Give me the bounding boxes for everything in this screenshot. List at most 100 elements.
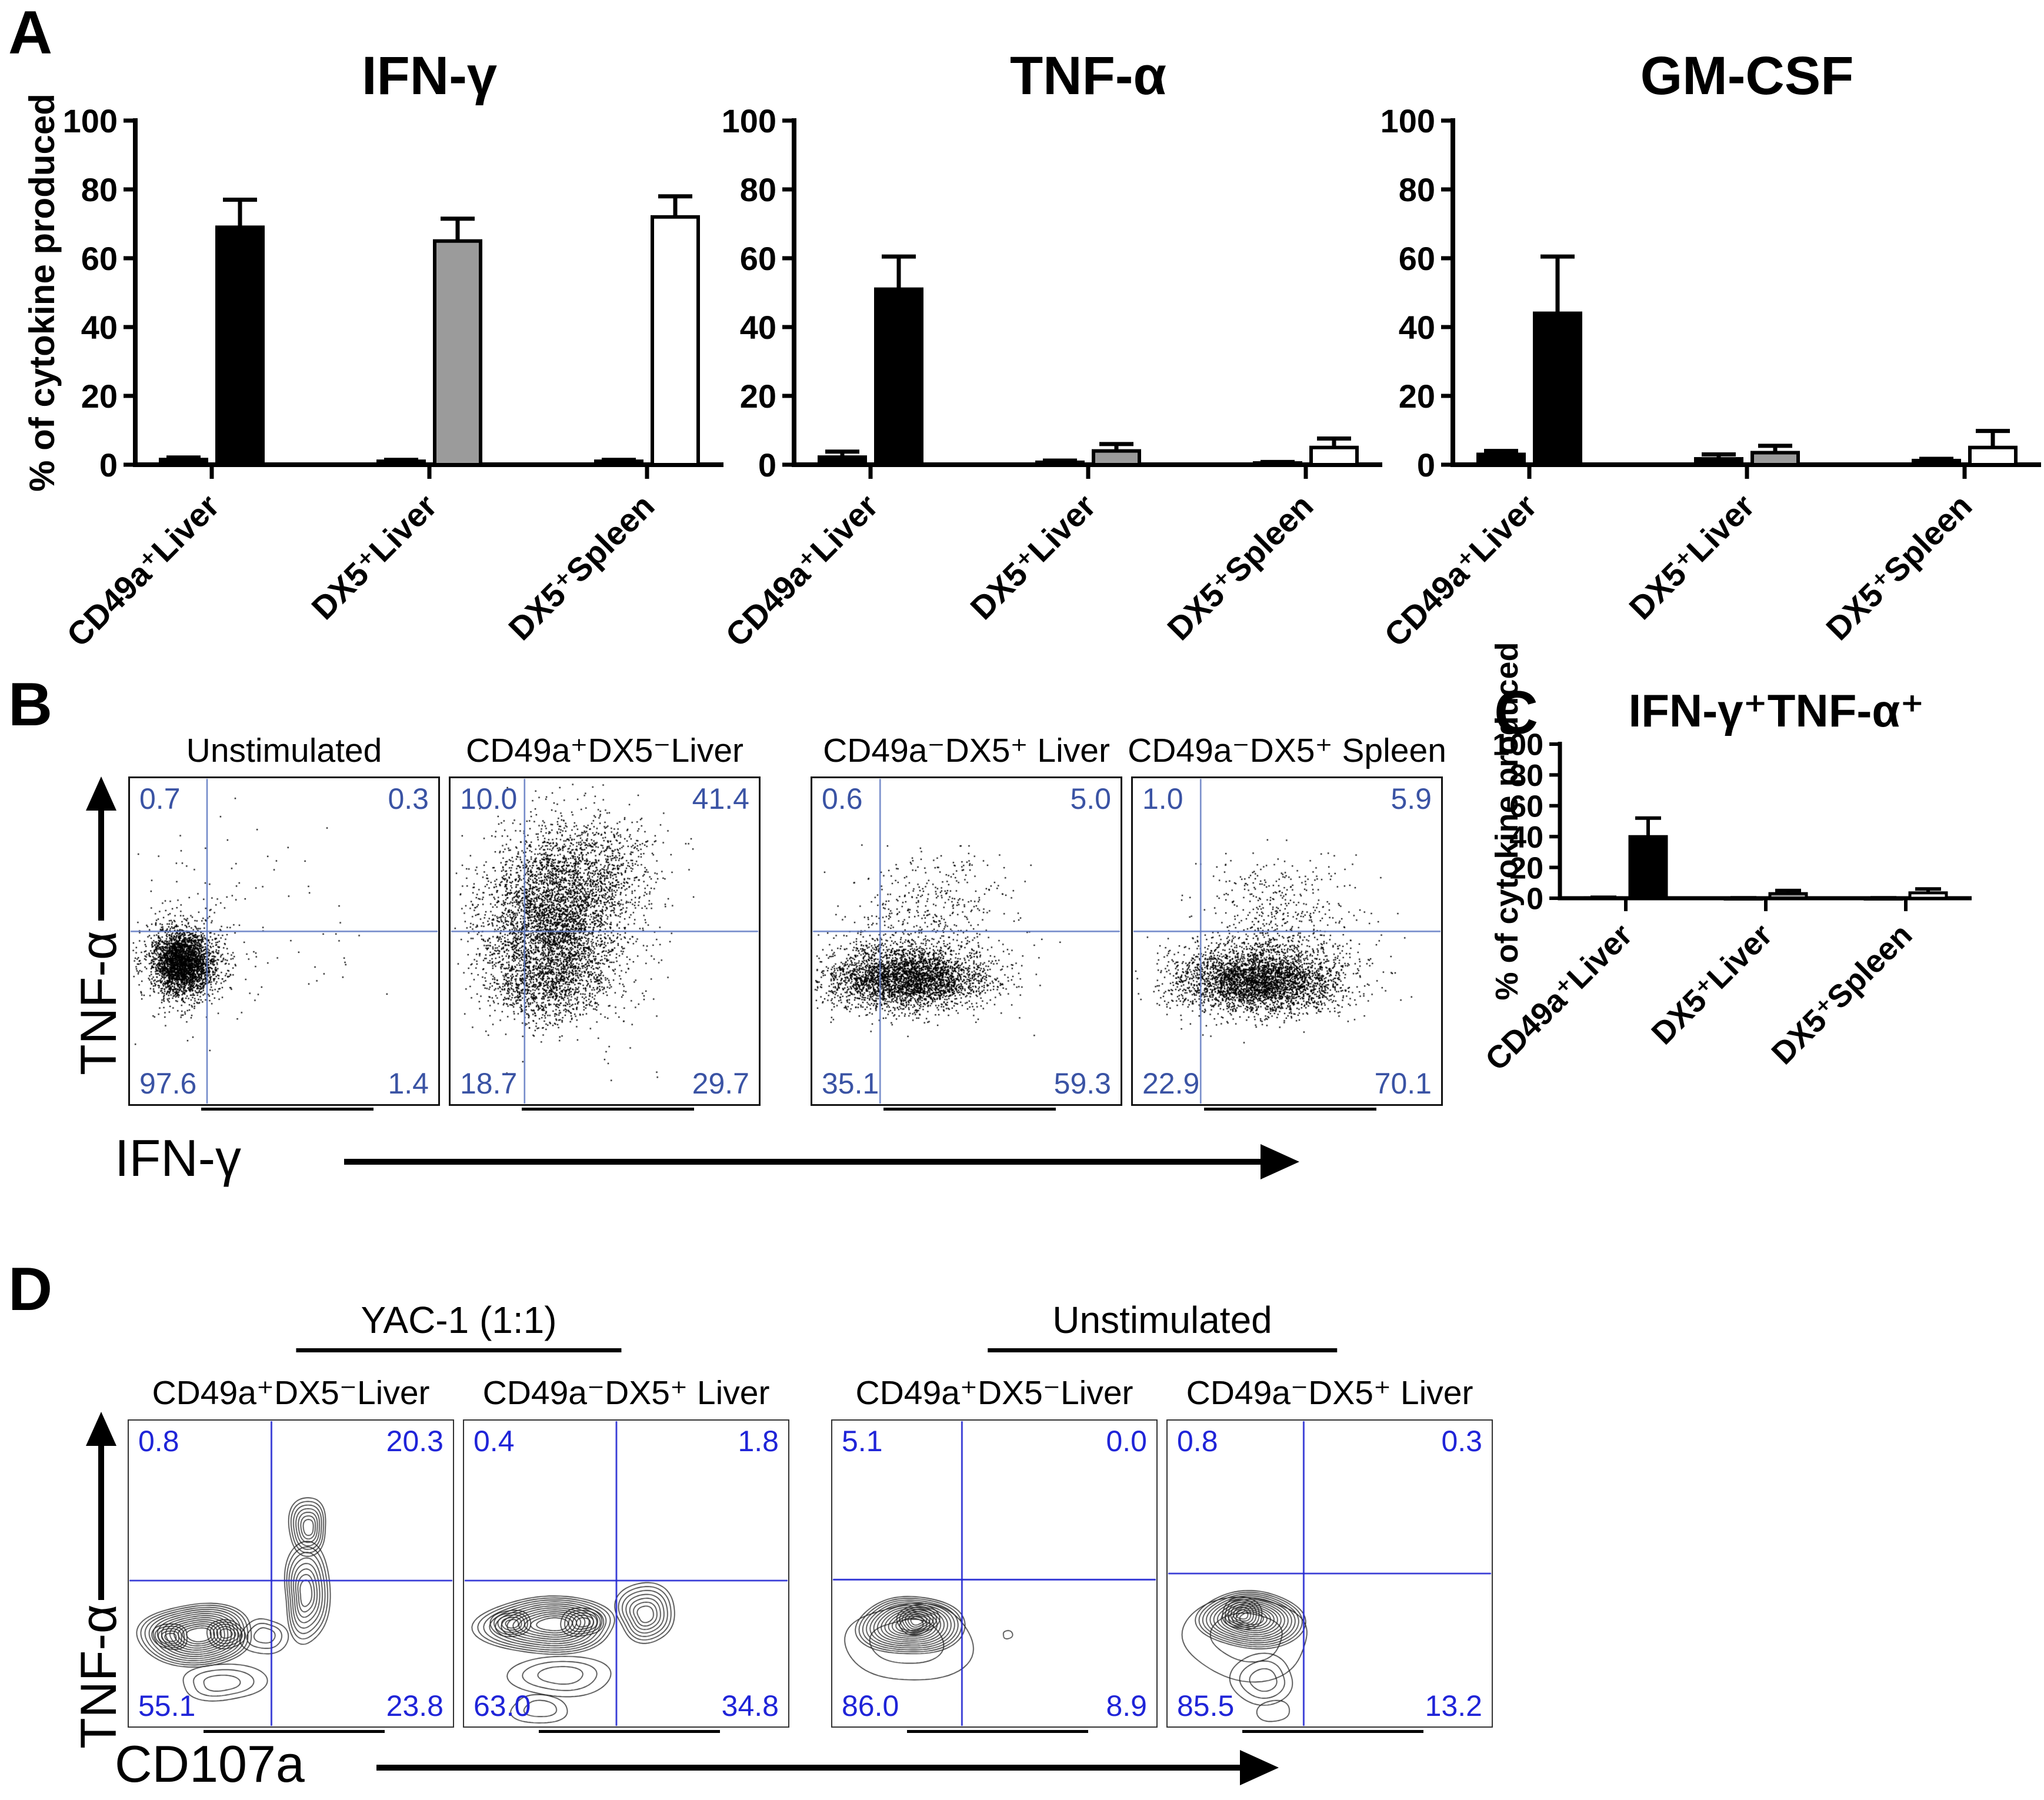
plot-axis-stub: [906, 1730, 1089, 1733]
flow-plot-canvas: [451, 778, 759, 1104]
bar-chart-tnf-alpha: TNF-α 0 20 40 60 80 100 CD49a⁺Liver DX5⁺Liver DX5…: [718, 46, 1382, 654]
flow-plot-b-cd49a-pos-liver: CD49a⁺DX5⁻Liver 10.0 41.4 18.7 29.7: [449, 733, 761, 1111]
svg-text:40: 40: [81, 309, 118, 346]
quadrant-value-lower-left: 86.0: [842, 1689, 899, 1722]
quadrant-value-upper-right: 1.8: [738, 1425, 779, 1458]
quadrant-value-upper-left: 0.8: [1177, 1425, 1218, 1458]
quadrant-value-lower-left: 63.0: [474, 1689, 531, 1722]
svg-text:20: 20: [740, 378, 776, 415]
svg-text:80: 80: [81, 171, 118, 208]
flow-plot-canvas: [464, 1421, 788, 1726]
svg-text:DX5⁺Spleen: DX5⁺Spleen: [1819, 487, 1979, 647]
flow-plot-b-dx5-pos-spleen: CD49a⁻DX5⁺ Spleen 1.0 5.9 22.9 70.1: [1128, 733, 1446, 1111]
svg-text:0: 0: [1526, 882, 1543, 916]
quadrant-value-upper-right: 0.0: [1106, 1425, 1147, 1458]
quadrant-value-lower-right: 23.8: [386, 1689, 444, 1722]
bar-chart-ifng-tnfa-double-positive: IFN-γ⁺TNF-α⁺ % of cytokine produced 020406…: [1479, 642, 1972, 1078]
quadrant-value-upper-right: 5.0: [1070, 782, 1111, 815]
quadrant-value-lower-right: 1.4: [388, 1067, 429, 1100]
flow-plot-d-yac1-cd49a-liver: CD49a⁺DX5⁻Liver 0.8 20.3 55.1 23.8: [128, 1375, 454, 1733]
quadrant-value-upper-right: 0.3: [1441, 1425, 1482, 1458]
flow-plot-canvas: [1133, 778, 1441, 1104]
plot-axis-stub: [203, 1730, 385, 1733]
quadrant-value-upper-left: 10.0: [460, 782, 518, 815]
svg-text:CD49a⁺Liver: CD49a⁺Liver: [718, 487, 885, 654]
bar-chart-ifn-gamma: IFN-γ % of cytokine produced 0 20 40 60 80 100 C…: [22, 46, 723, 654]
d-y-axis-arrow-icon: [86, 1412, 116, 1600]
plot-axis-stub: [521, 1108, 694, 1111]
quadrant-value-lower-right: 34.8: [721, 1689, 779, 1722]
plot-axis-stub: [201, 1108, 374, 1111]
flow-plot-d-yac1-dx5-liver: CD49a⁻DX5⁺ Liver 0.4 1.8 63.0 34.8: [463, 1375, 789, 1733]
quadrant-value-lower-right: 29.7: [692, 1067, 749, 1100]
flow-plot-title: CD49a⁺DX5⁻Liver: [465, 732, 744, 770]
flow-plot-d-unstim-cd49a-liver: CD49a⁺DX5⁻Liver 5.1 0.0 86.0 8.9: [831, 1375, 1158, 1733]
svg-text:0: 0: [99, 446, 118, 484]
flow-plot-title: CD49a⁻DX5⁺ Liver: [823, 732, 1110, 770]
panel-c-label: C: [1494, 679, 1539, 747]
svg-text:0: 0: [1417, 446, 1435, 484]
svg-text:40: 40: [740, 309, 776, 346]
svg-text:20: 20: [1509, 851, 1543, 885]
quadrant-value-upper-right: 0.3: [388, 782, 429, 815]
quadrant-value-lower-left: 55.1: [138, 1689, 196, 1722]
quadrant-value-upper-left: 1.0: [1142, 782, 1183, 815]
b-x-axis-label: IFN-γ: [115, 1129, 242, 1187]
svg-text:% of cytokine produced: % of cytokine produced: [22, 94, 62, 492]
quadrant-value-lower-right: 8.9: [1106, 1689, 1147, 1722]
svg-text:80: 80: [740, 171, 776, 208]
b-y-axis-label: TNF-α: [71, 931, 127, 1075]
flow-plot-canvas: [832, 1421, 1156, 1726]
svg-text:DX5⁺Liver: DX5⁺Liver: [1645, 917, 1779, 1051]
svg-text:DX5⁺Spleen: DX5⁺Spleen: [1160, 487, 1320, 647]
quadrant-value-lower-left: 22.9: [1142, 1067, 1200, 1100]
svg-text:40: 40: [1399, 309, 1435, 346]
d-x-axis-label: CD107a: [115, 1735, 305, 1793]
quadrant-value-upper-left: 5.1: [842, 1425, 883, 1458]
d-x-axis-arrow-icon: [376, 1750, 1279, 1785]
quadrant-value-lower-left: 97.6: [139, 1067, 197, 1100]
quadrant-value-upper-left: 0.7: [139, 782, 181, 815]
svg-text:CD49a⁺Liver: CD49a⁺Liver: [59, 487, 226, 654]
d-y-axis-label: TNF-α: [71, 1604, 127, 1749]
svg-text:0: 0: [758, 446, 776, 484]
svg-text:100: 100: [722, 102, 776, 139]
b-x-axis-arrow-icon: [344, 1144, 1299, 1179]
svg-text:80: 80: [1509, 759, 1543, 793]
svg-text:CD49a⁺Liver: CD49a⁺Liver: [1377, 487, 1543, 654]
svg-text:40: 40: [1509, 821, 1543, 855]
flow-plot-canvas: [1168, 1421, 1492, 1726]
svg-text:60: 60: [81, 240, 118, 277]
flow-plot-d-unstim-dx5-liver: CD49a⁻DX5⁺ Liver 0.8 0.3 85.5 13.2: [1166, 1375, 1493, 1733]
flow-plot-title: CD49a⁻DX5⁺ Spleen: [1128, 732, 1446, 770]
quadrant-value-lower-left: 18.7: [460, 1067, 518, 1100]
svg-text:60: 60: [1509, 790, 1543, 824]
plot-axis-stub: [1242, 1730, 1424, 1733]
quadrant-value-lower-left: 35.1: [822, 1067, 879, 1100]
plot-axis-stub: [1203, 1108, 1376, 1111]
quadrant-value-lower-left: 85.5: [1177, 1689, 1235, 1722]
quadrant-value-upper-right: 5.9: [1391, 782, 1432, 815]
svg-text:GM-CSF: GM-CSF: [1640, 46, 1854, 106]
svg-text:% of cytokine produced: % of cytokine produced: [1489, 642, 1525, 1000]
flow-plot-title: CD49a⁻DX5⁺ Liver: [1186, 1374, 1473, 1412]
svg-text:100: 100: [1381, 102, 1435, 139]
flow-plot-canvas: [130, 778, 438, 1104]
svg-text:DX5⁺Spleen: DX5⁺Spleen: [1765, 917, 1919, 1071]
flow-plot-title: CD49a⁺DX5⁻Liver: [855, 1374, 1133, 1412]
plot-axis-stub: [883, 1108, 1056, 1111]
quadrant-value-lower-right: 59.3: [1053, 1067, 1111, 1100]
panel-d-label: D: [8, 1255, 53, 1324]
bar-chart-gm-csf: GM-CSF 0 20 40 60 80 100 CD49a⁺Liver DX5⁺Liver DX…: [1377, 46, 2041, 654]
svg-text:DX5⁺Liver: DX5⁺Liver: [1622, 487, 1761, 626]
plot-axis-stub: [538, 1730, 721, 1733]
svg-text:DX5⁺Liver: DX5⁺Liver: [963, 487, 1102, 626]
svg-text:20: 20: [1399, 378, 1435, 415]
svg-text:60: 60: [740, 240, 776, 277]
svg-text:80: 80: [1399, 171, 1435, 208]
flow-plot-canvas: [812, 778, 1121, 1104]
quadrant-value-upper-left: 0.8: [138, 1425, 179, 1458]
flow-plot-title: CD49a⁺DX5⁻Liver: [152, 1374, 430, 1412]
svg-text:60: 60: [1399, 240, 1435, 277]
d-group-header-unstimulated: Unstimulated: [988, 1299, 1337, 1352]
